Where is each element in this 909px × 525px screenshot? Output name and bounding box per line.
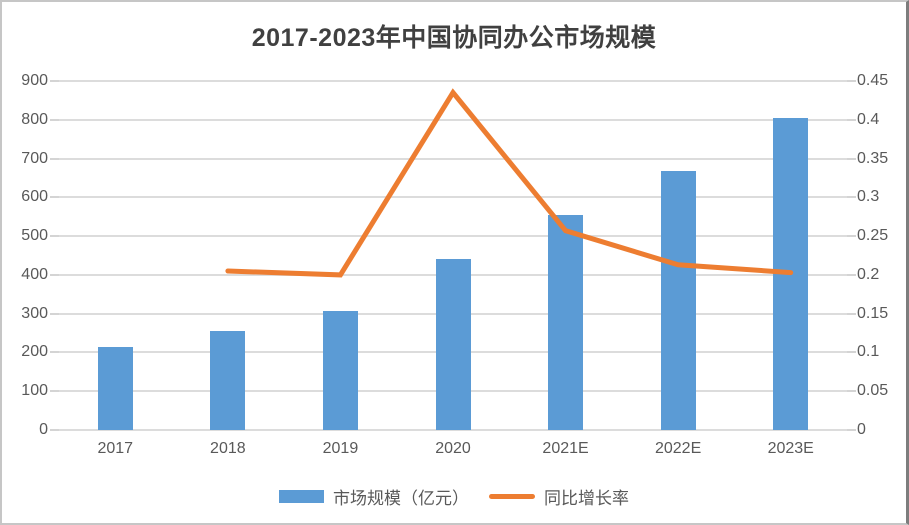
x-axis-label-2019: 2019 <box>322 440 359 457</box>
right-axis-tick-label: 0.35 <box>857 149 889 167</box>
bar-2017 <box>97 347 133 430</box>
left-axis-tick <box>50 273 59 276</box>
left-axis-tick-label: 700 <box>21 149 48 167</box>
right-axis-tick-label: 0.45 <box>857 72 889 89</box>
left-axis-tick <box>50 157 59 160</box>
bar-2020 <box>435 259 471 430</box>
x-axis-label-2021E: 2021E <box>542 440 589 457</box>
gridline <box>59 429 847 431</box>
gridline <box>59 118 847 121</box>
left-axis-tick-label: 400 <box>21 265 48 283</box>
plot-area <box>59 80 847 431</box>
right-axis-tick <box>847 80 856 82</box>
left-axis-tick-label: 800 <box>21 110 48 128</box>
right-axis-tick-label: 0 <box>857 421 866 438</box>
gridline <box>59 157 847 160</box>
right-axis-tick-label: 0.2 <box>857 265 880 283</box>
bar-2022E <box>660 170 696 430</box>
growth-rate-line <box>225 88 794 278</box>
right-axis-tick <box>847 351 856 354</box>
legend-item-market-size: 市场规模（亿元） <box>279 484 469 509</box>
chart-title: 2017-2023年中国协同办公市场规模 <box>251 24 657 52</box>
bar-2021E <box>548 214 584 430</box>
x-axis-label-2023E: 2023E <box>767 440 814 457</box>
left-axis-tick-label: 500 <box>21 227 48 245</box>
right-axis-tick-label: 0.1 <box>857 343 880 361</box>
left-axis-tick-label: 900 <box>21 72 48 89</box>
left-axis-tick <box>50 80 59 82</box>
x-axis-label-2022E: 2022E <box>654 440 702 457</box>
right-axis-tick-label: 0.3 <box>857 188 880 206</box>
right-axis-tick <box>847 196 856 199</box>
gridline <box>59 196 847 199</box>
gridline <box>59 80 847 82</box>
legend-item-growth-rate: 同比增长率 <box>489 484 629 509</box>
left-axis-tick-label: 600 <box>21 188 48 206</box>
gridline <box>59 235 847 238</box>
legend-label: 市场规模（亿元） <box>333 489 469 508</box>
x-axis-label-2018: 2018 <box>210 440 246 457</box>
left-axis-tick-label: 200 <box>21 343 48 361</box>
left-axis-tick <box>50 118 59 121</box>
bar-2018 <box>210 330 246 430</box>
left-axis-tick <box>50 196 59 199</box>
x-axis-label-2020: 2020 <box>435 440 471 457</box>
right-axis-tick <box>847 312 856 315</box>
right-axis-tick <box>847 157 856 160</box>
legend-label: 同比增长率 <box>544 489 629 508</box>
right-axis-tick-label: 0.15 <box>857 304 889 322</box>
right-axis-tick <box>847 390 856 393</box>
left-axis-tick <box>50 312 59 315</box>
x-axis-label-2017: 2017 <box>97 440 134 457</box>
right-axis-tick <box>847 429 856 431</box>
left-axis-tick <box>50 351 59 354</box>
line-swatch-icon <box>489 494 535 499</box>
left-axis-tick <box>50 390 59 393</box>
right-axis-tick-label: 0.25 <box>857 227 889 245</box>
left-axis-tick-label: 100 <box>21 382 48 400</box>
right-axis-tick <box>847 118 856 121</box>
right-axis-tick-label: 0.05 <box>857 382 889 400</box>
right-axis-tick <box>847 235 856 238</box>
right-axis-tick-label: 0.4 <box>857 110 880 128</box>
left-axis-tick <box>50 429 59 431</box>
legend: 市场规模（亿元） 同比增长率 <box>2 484 906 509</box>
left-axis-tick <box>50 235 59 238</box>
bar-swatch-icon <box>279 490 324 503</box>
left-axis-tick-label: 300 <box>21 304 48 322</box>
left-axis-tick-label: 0 <box>39 421 48 438</box>
bar-2019 <box>322 310 358 430</box>
right-axis-tick <box>847 273 856 276</box>
